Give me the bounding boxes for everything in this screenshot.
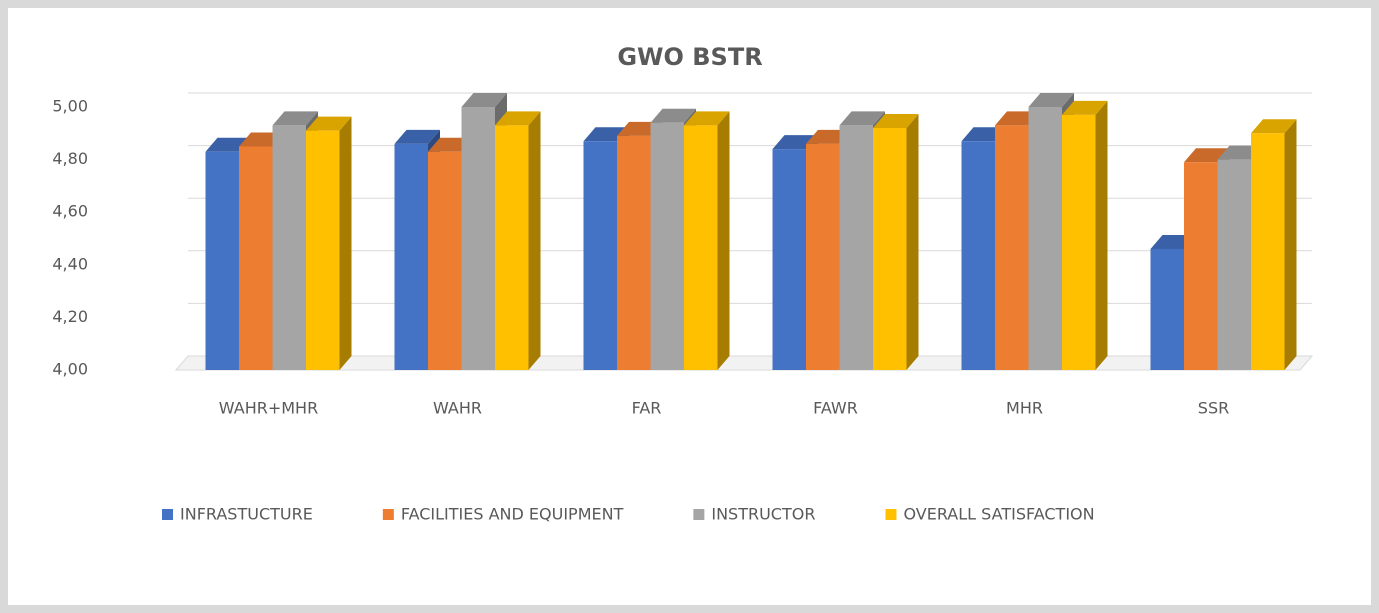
bar-front	[205, 151, 239, 370]
bar-side	[1095, 100, 1108, 370]
bar-side	[906, 114, 919, 370]
bar	[495, 111, 541, 370]
bar	[873, 114, 919, 370]
legend-label: INSTRUCTOR	[711, 505, 815, 524]
x-tick-label: SSR	[1198, 399, 1229, 418]
bar-front	[495, 125, 529, 370]
bar-top	[272, 111, 318, 126]
bar-top	[461, 93, 507, 107]
y-tick-label: 4,20	[52, 307, 88, 326]
legend-swatch	[382, 509, 394, 520]
bar-top	[495, 111, 541, 126]
bar	[306, 116, 352, 370]
legend-swatch	[885, 509, 897, 520]
bar-front	[272, 125, 306, 370]
bar-front	[1028, 107, 1062, 370]
legend-swatch	[162, 509, 173, 520]
legend-label: FACILITIES AND EQUIPMENT	[401, 505, 624, 524]
bar-side	[1284, 119, 1297, 370]
x-tick-label: MHR	[1006, 399, 1043, 418]
bar-front	[1150, 249, 1184, 370]
bar-top	[650, 108, 696, 123]
chart-title: GWO BSTR	[617, 43, 762, 71]
bar-top	[306, 116, 352, 131]
y-tick-label: 5,00	[52, 97, 88, 116]
y-tick-label: 4,40	[52, 254, 88, 273]
bar-front	[461, 107, 495, 370]
y-tick-label: 4,80	[52, 149, 88, 168]
bar-side	[339, 116, 352, 370]
x-tick-label: FAWR	[813, 399, 858, 418]
bar-front	[684, 125, 718, 370]
bar-front	[1062, 114, 1096, 370]
bar-front	[394, 143, 428, 370]
bar	[684, 111, 730, 370]
bar-front	[995, 125, 1029, 370]
x-tick-label: FAR	[632, 399, 662, 418]
bar-front	[873, 128, 907, 370]
bar-front	[617, 135, 651, 370]
bar-front	[428, 151, 462, 370]
bar-front	[961, 141, 995, 370]
bar-top	[684, 111, 730, 126]
x-tick-label: WAHR+MHR	[219, 399, 318, 418]
bar-front	[1217, 159, 1251, 370]
y-tick-label: 4,60	[52, 202, 88, 221]
bar-front	[806, 143, 840, 370]
bar-front	[306, 130, 340, 370]
legend-swatch	[693, 509, 705, 520]
bar-top	[1184, 148, 1230, 163]
bar-top	[1062, 100, 1108, 115]
legend-label: INFRASTUCTURE	[180, 505, 313, 524]
bar-side	[528, 111, 541, 370]
bar-top	[839, 111, 885, 126]
bar-front	[650, 122, 684, 370]
bar-top	[394, 129, 440, 144]
bar-top	[873, 114, 919, 129]
x-tick-label: WAHR	[433, 399, 482, 418]
bar	[1251, 119, 1297, 370]
bar-front	[583, 141, 617, 370]
bar-front	[239, 146, 273, 370]
bar-top	[1028, 93, 1074, 107]
bar-side	[717, 111, 730, 370]
bar-front	[772, 149, 806, 370]
bar	[1062, 100, 1108, 370]
legend-label: OVERALL SATISFACTION	[903, 505, 1094, 524]
y-tick-label: 4,00	[52, 360, 88, 379]
bar-front	[839, 125, 873, 370]
bar-top	[1251, 119, 1297, 134]
bar-front	[1251, 133, 1285, 370]
bar-front	[1184, 162, 1218, 370]
